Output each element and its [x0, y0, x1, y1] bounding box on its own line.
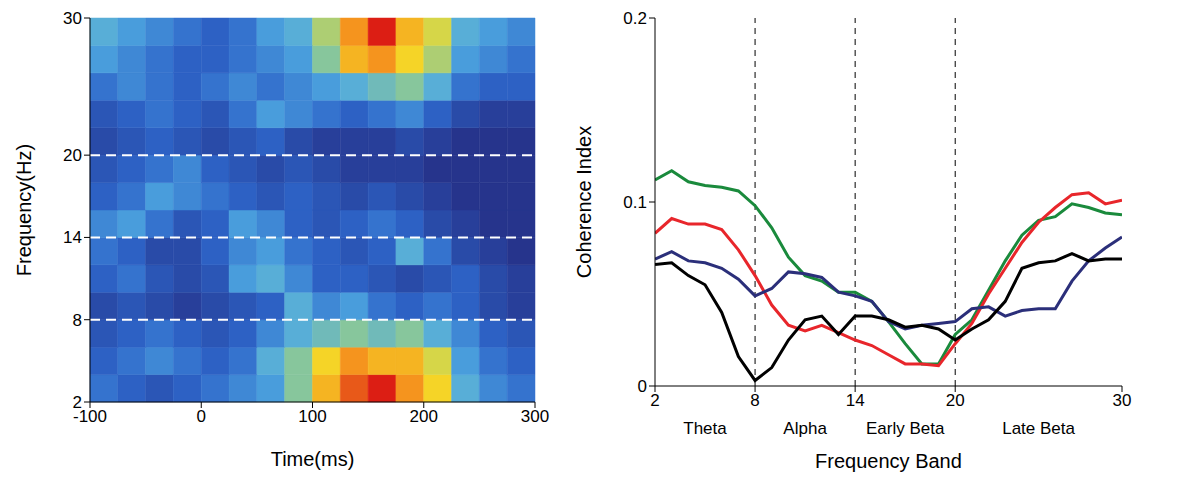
- svg-text:0.1: 0.1: [623, 193, 647, 212]
- svg-text:100: 100: [298, 407, 326, 426]
- svg-text:0: 0: [638, 377, 647, 396]
- svg-text:Alpha: Alpha: [783, 419, 827, 438]
- svg-text:14: 14: [63, 228, 82, 247]
- svg-text:-100: -100: [73, 407, 107, 427]
- svg-text:Early Beta: Early Beta: [866, 419, 945, 438]
- svg-text:Coherence Index: Coherence Index: [573, 126, 595, 278]
- svg-text:Frequency(Hz): Frequency(Hz): [13, 144, 35, 276]
- svg-text:30: 30: [1113, 391, 1132, 410]
- svg-text:200: 200: [410, 407, 438, 426]
- svg-text:0.2: 0.2: [623, 9, 647, 28]
- svg-text:Frequency Band: Frequency Band: [815, 450, 962, 472]
- svg-text:20: 20: [946, 391, 965, 410]
- svg-text:0: 0: [197, 407, 206, 426]
- svg-text:Time(ms): Time(ms): [271, 448, 355, 470]
- svg-text:2: 2: [650, 391, 659, 410]
- svg-text:20: 20: [63, 146, 82, 165]
- svg-text:Late Beta: Late Beta: [1002, 419, 1075, 438]
- svg-text:Theta: Theta: [683, 419, 727, 438]
- svg-text:8: 8: [73, 311, 82, 330]
- svg-text:2: 2: [73, 393, 82, 412]
- svg-text:14: 14: [846, 391, 865, 410]
- svg-text:300: 300: [521, 407, 549, 426]
- svg-text:30: 30: [63, 9, 82, 28]
- svg-text:8: 8: [750, 391, 759, 410]
